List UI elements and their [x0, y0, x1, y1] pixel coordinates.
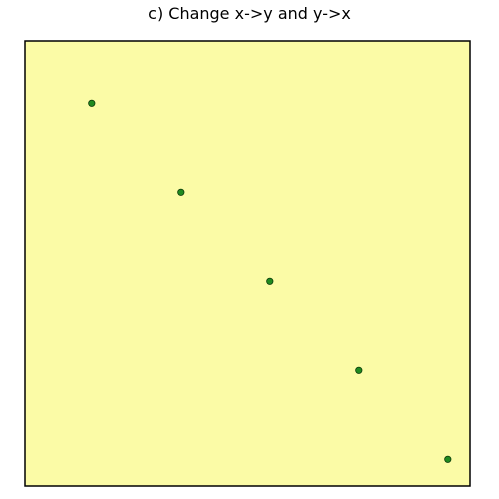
data-point-3	[266, 277, 274, 285]
data-point-4	[355, 366, 363, 374]
chart-title: c) Change x->y and y->x	[148, 4, 351, 23]
plot-area	[24, 40, 471, 487]
data-point-2	[177, 188, 185, 196]
points-layer	[88, 99, 452, 463]
data-point-1	[88, 99, 96, 107]
data-point-5	[444, 455, 452, 463]
